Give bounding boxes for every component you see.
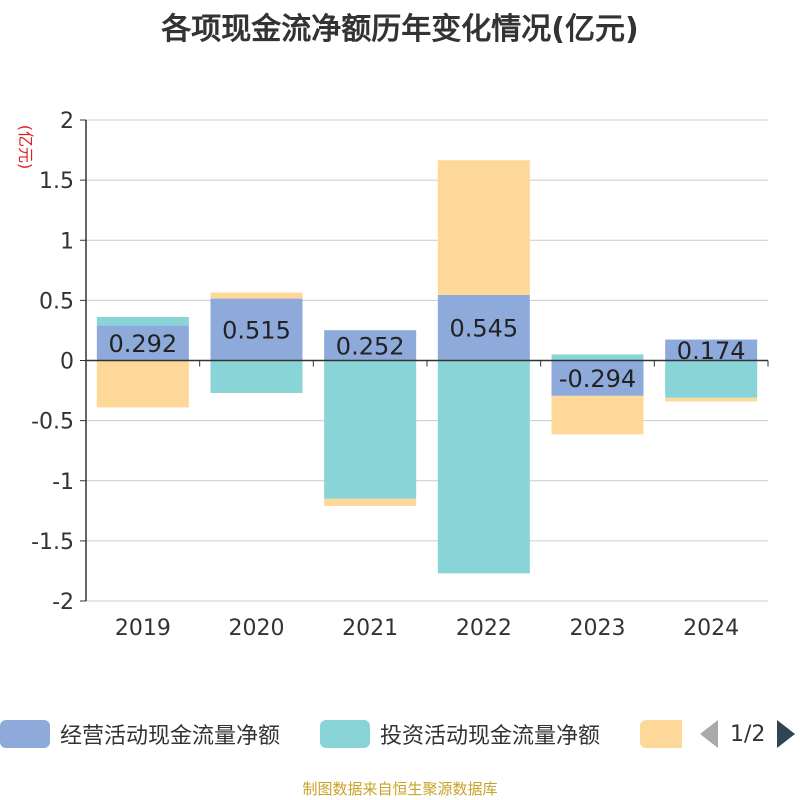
bar-2020-series-1[interactable] [210, 360, 303, 393]
y-tick-label: -0.5 [31, 410, 74, 435]
legend-prev-page-icon[interactable] [700, 720, 718, 748]
bar-2023-series-2[interactable] [551, 395, 644, 435]
y-tick-label: -2 [52, 590, 74, 615]
x-tick-label: 2022 [456, 616, 512, 641]
source-note: 制图数据来自恒生聚源数据库 [302, 780, 498, 798]
y-tick-label: -1 [52, 470, 74, 495]
bar-2021-series-2[interactable] [324, 498, 417, 507]
y-tick-label: 1 [60, 229, 74, 254]
bar-2024-series-2[interactable] [665, 397, 758, 402]
legend: 经营活动现金流量净额 投资活动现金流量净额 1/2 [0, 714, 800, 754]
bar-2020-series-0[interactable] [210, 298, 303, 361]
data-label-2023: -0.294 [559, 365, 636, 393]
bar-2022-series-1[interactable] [437, 360, 530, 574]
data-label-2020: 0.515 [222, 317, 291, 345]
bar-2019-series-1[interactable] [96, 316, 189, 326]
chart-canvas: (亿元) 2 1.5 1 0.5 0 -0.5 -1 -1.5 -2 2019 2020 2021 20… [16, 109, 769, 641]
legend-swatch-operating [0, 720, 50, 748]
data-labels: 0.292 0.515 0.252 0.545 -0.294 0.174 [108, 315, 745, 393]
legend-item-investing[interactable]: 投资活动现金流量净额 [320, 714, 600, 754]
legend-next-page-icon[interactable] [777, 720, 796, 748]
legend-page-indicator: 1/2 [730, 721, 766, 747]
bar-2020-series-2[interactable] [210, 292, 303, 299]
legend-swatch-financing [640, 720, 682, 748]
legend-label-investing: 投资活动现金流量净额 [380, 724, 601, 749]
x-tick-label: 2020 [229, 616, 285, 641]
y-axis-label: (亿元) [16, 125, 35, 170]
bar-2023-series-0[interactable] [551, 360, 644, 396]
x-tick-label: 2023 [570, 616, 626, 641]
bar-2023-series-1[interactable] [551, 354, 644, 361]
data-label-2022: 0.545 [449, 315, 518, 343]
y-tick-label: 0 [60, 350, 74, 375]
bar-2024-series-0[interactable] [665, 339, 758, 361]
y-tick-label: 2 [60, 109, 74, 134]
legend-item-operating[interactable]: 经营活动现金流量净额 [0, 714, 280, 754]
legend-label-operating: 经营活动现金流量净额 [60, 724, 281, 749]
bar-2022-series-2[interactable] [437, 160, 530, 295]
bar-2024-series-1[interactable] [665, 360, 758, 398]
x-tick-label: 2019 [115, 616, 171, 641]
bar-2022-series-0[interactable] [437, 294, 530, 361]
data-label-2019: 0.292 [108, 330, 177, 358]
axes: 2 1.5 1 0.5 0 -0.5 -1 -1.5 -2 2019 2020 2021 2022 202… [31, 109, 769, 641]
x-tick-label: 2021 [342, 616, 398, 641]
bar-2021-series-1[interactable] [324, 360, 417, 499]
chart-title: 各项现金流净额历年变化情况(亿元) [161, 12, 639, 47]
grid-lines [86, 119, 768, 602]
bar-2021-series-0[interactable] [324, 330, 417, 361]
x-tick-label: 2024 [683, 616, 739, 641]
bar-2019-series-2[interactable] [96, 360, 189, 408]
y-tick-label: -1.5 [31, 530, 74, 555]
bars[interactable] [96, 160, 758, 574]
y-tick-label: 0.5 [39, 289, 74, 314]
data-label-2024: 0.174 [677, 337, 746, 365]
legend-pager: 1/2 [700, 714, 796, 754]
bar-2019-series-0[interactable] [96, 325, 189, 361]
legend-swatch-investing [320, 720, 370, 748]
data-label-2021: 0.252 [336, 332, 405, 360]
legend-item-financing[interactable] [640, 714, 682, 754]
y-tick-label: 1.5 [39, 169, 74, 194]
